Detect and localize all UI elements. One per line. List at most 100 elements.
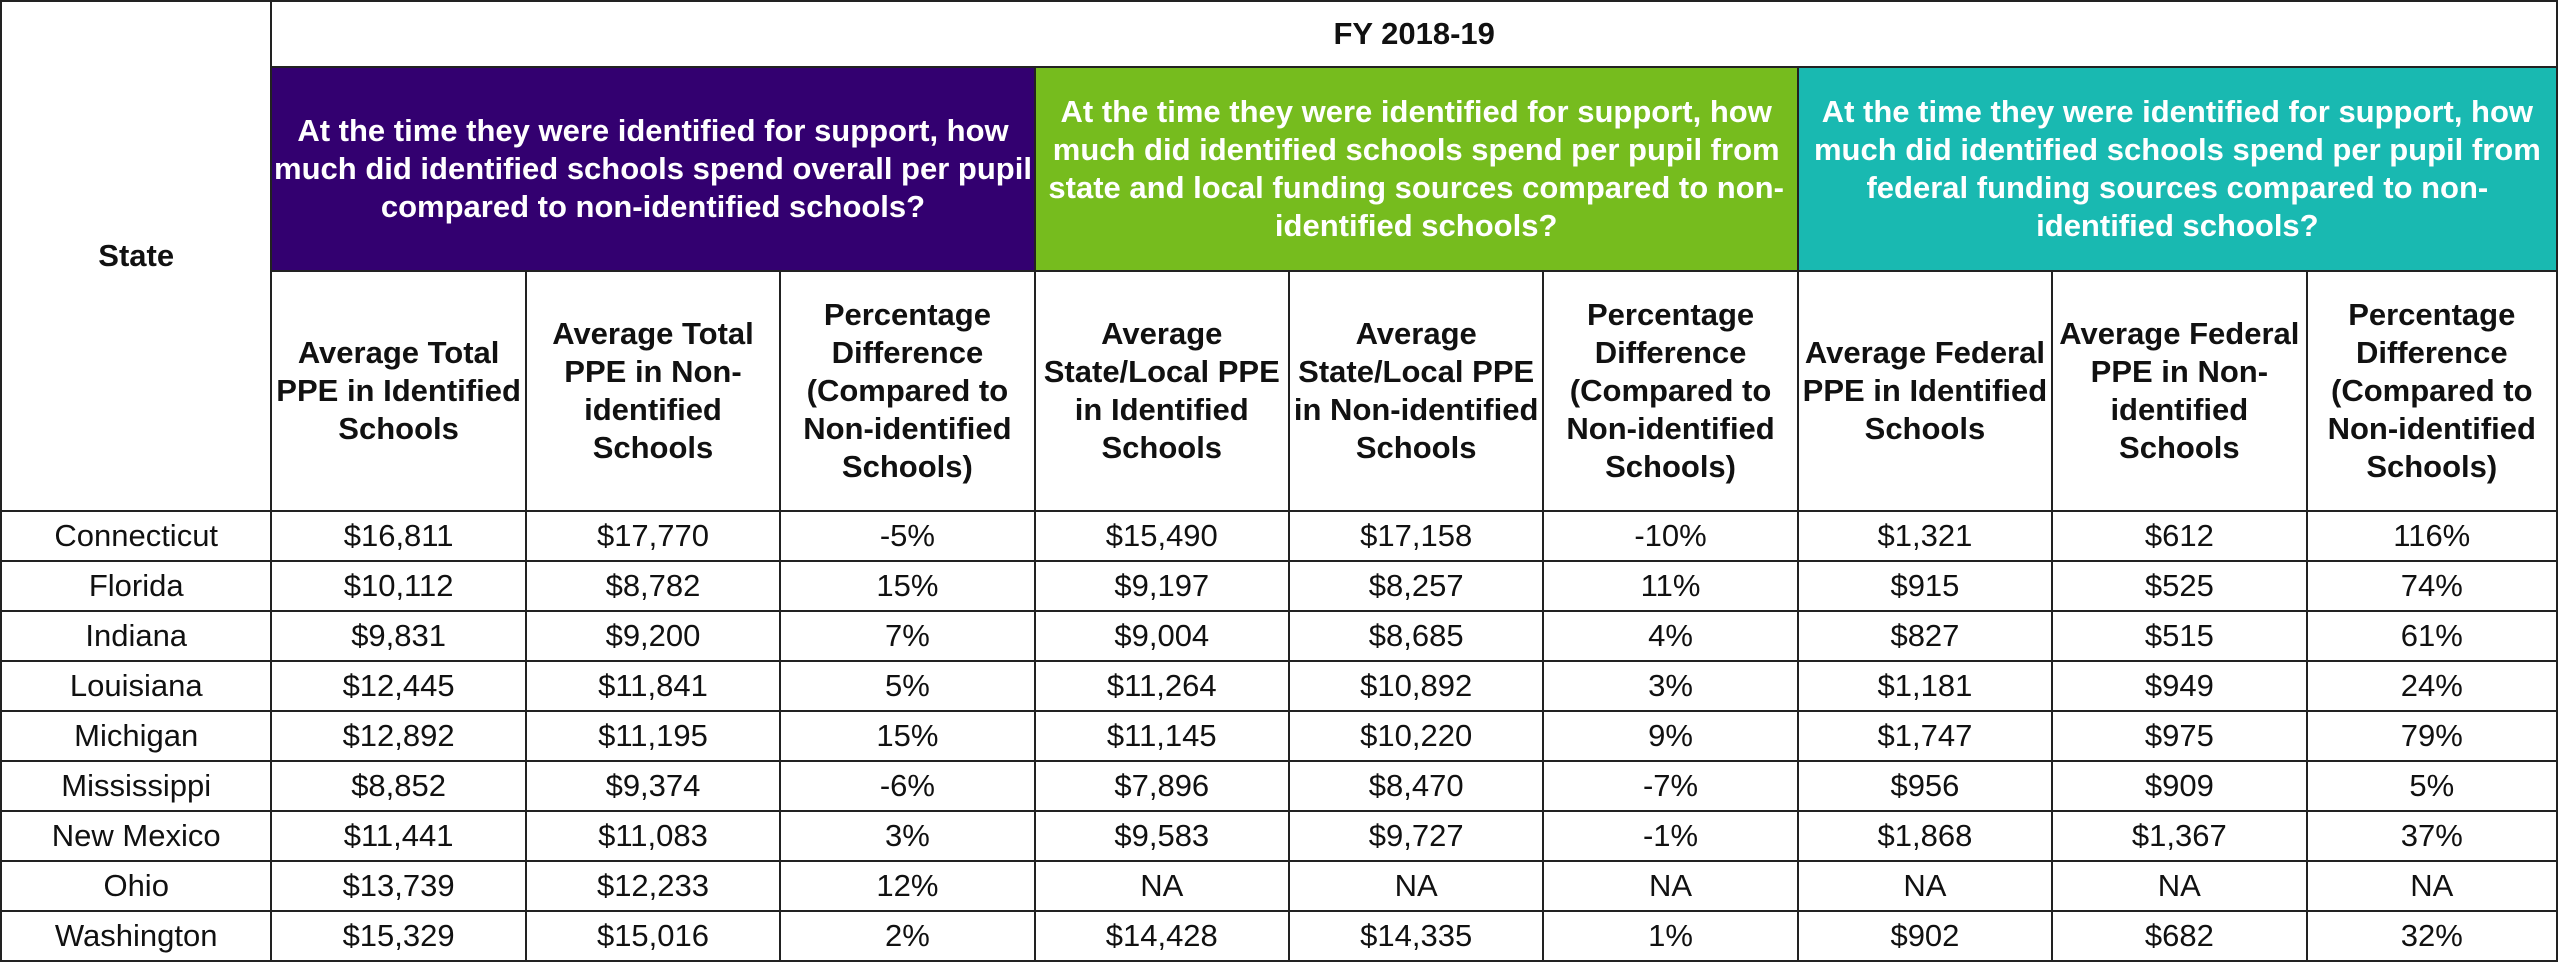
table-cell: $9,197 — [1033, 560, 1290, 612]
table-cell: $682 — [2051, 910, 2308, 962]
state-name: Louisiana — [0, 660, 273, 712]
table-cell: $525 — [2051, 560, 2308, 612]
table-row: Washington $15,329 $15,016 2% $14,428 $1… — [0, 910, 2559, 962]
table-cell: $10,892 — [1287, 660, 1545, 712]
table-cell: 15% — [779, 560, 1036, 612]
table-cell: $8,852 — [270, 760, 527, 812]
state-name: Indiana — [0, 610, 273, 662]
table-cell: 24% — [2305, 660, 2559, 712]
table-cell: $10,112 — [270, 560, 527, 612]
table-cell: 2% — [779, 910, 1036, 962]
question-federal-spending: At the time they were identified for sup… — [1796, 66, 2559, 272]
table-cell: NA — [1033, 860, 1290, 912]
table-cell: $8,257 — [1287, 560, 1545, 612]
table-cell: $9,583 — [1033, 810, 1290, 862]
table-cell: $7,896 — [1033, 760, 1290, 812]
table-cell: -1% — [1542, 810, 1799, 862]
column-header-federal-non-identified: Average Federal PPE in Non-identified Sc… — [2051, 270, 2308, 512]
table-cell: 116% — [2305, 510, 2559, 562]
table-cell: $915 — [1796, 560, 2054, 612]
table-cell: $12,445 — [270, 660, 527, 712]
table-cell: 15% — [779, 710, 1036, 762]
table-cell: $14,428 — [1033, 910, 1290, 962]
question-header-row: At the time they were identified for sup… — [1, 66, 2559, 272]
question-state-local-spending: At the time they were identified for sup… — [1033, 66, 1799, 272]
table-cell: $949 — [2051, 660, 2308, 712]
table-cell: 3% — [1542, 660, 1799, 712]
fiscal-year-header: FY 2018-19 — [270, 0, 2558, 68]
table-cell: $16,811 — [270, 510, 527, 562]
state-name: Mississippi — [0, 760, 273, 812]
table-cell: NA — [1542, 860, 1799, 912]
state-name: Michigan — [0, 710, 273, 762]
table-cell: $11,841 — [524, 660, 782, 712]
state-column-header: State — [0, 0, 273, 512]
table-cell: -6% — [779, 760, 1036, 812]
table-cell: 61% — [2305, 610, 2559, 662]
state-name: Florida — [0, 560, 273, 612]
table-cell: $9,831 — [270, 610, 527, 662]
fy-header-row: State FY 2018-19 — [0, 0, 2558, 512]
table-cell: $515 — [2051, 610, 2308, 662]
table-cell: $11,145 — [1033, 710, 1290, 762]
table-row: Indiana $9,831 $9,200 7% $9,004 $8,685 4… — [0, 610, 2559, 662]
table-cell: NA — [2305, 860, 2559, 912]
table-cell: 11% — [1542, 560, 1799, 612]
table-cell: $975 — [2051, 710, 2308, 762]
table-cell: $11,441 — [270, 810, 527, 862]
table-cell: NA — [1796, 860, 2054, 912]
table-cell: $827 — [1796, 610, 2054, 662]
table-cell: $1,367 — [2051, 810, 2308, 862]
table-cell: $15,490 — [1033, 510, 1290, 562]
table-cell: $9,004 — [1033, 610, 1290, 662]
table-header: State FY 2018-19 At the time they were i… — [0, 0, 2559, 512]
state-name: Connecticut — [0, 510, 273, 562]
table-cell: -10% — [1542, 510, 1799, 562]
table-row: Ohio $13,739 $12,233 12% NA NA NA NA NA … — [0, 860, 2559, 912]
table-cell: $902 — [1796, 910, 2054, 962]
table-cell: $15,329 — [270, 910, 527, 962]
table-cell: $12,233 — [524, 860, 782, 912]
table-cell: $11,083 — [524, 810, 782, 862]
table-cell: $909 — [2051, 760, 2308, 812]
table-cell: $15,016 — [524, 910, 782, 962]
table-cell: 37% — [2305, 810, 2559, 862]
column-header-row: Average Total PPE in Identified Schools … — [1, 270, 2559, 512]
table-cell: 32% — [2305, 910, 2559, 962]
table-cell: $1,181 — [1796, 660, 2054, 712]
table-cell: $11,195 — [524, 710, 782, 762]
table-cell: 5% — [779, 660, 1036, 712]
column-header-federal-identified: Average Federal PPE in Identified School… — [1796, 270, 2054, 512]
table-cell: NA — [1287, 860, 1545, 912]
column-header-state-local-identified: Average State/Local PPE in Identified Sc… — [1033, 270, 1290, 512]
table-cell: 1% — [1542, 910, 1799, 962]
column-header-total-percent-diff: Percentage Difference (Compared to Non-i… — [779, 270, 1036, 512]
table-cell: $1,747 — [1796, 710, 2054, 762]
table-row: New Mexico $11,441 $11,083 3% $9,583 $9,… — [0, 810, 2559, 862]
state-name: Ohio — [0, 860, 273, 912]
table-cell: $11,264 — [1033, 660, 1290, 712]
table-cell: $956 — [1796, 760, 2054, 812]
table-cell: $10,220 — [1287, 710, 1545, 762]
table-body: Connecticut $16,811 $17,770 -5% $15,490 … — [0, 510, 2559, 962]
table-cell: 5% — [2305, 760, 2559, 812]
table-cell: 3% — [779, 810, 1036, 862]
table-cell: $1,868 — [1796, 810, 2054, 862]
table-cell: 74% — [2305, 560, 2559, 612]
table-cell: $13,739 — [270, 860, 527, 912]
table-cell: -7% — [1542, 760, 1799, 812]
table-cell: $14,335 — [1287, 910, 1545, 962]
table-cell: $17,158 — [1287, 510, 1545, 562]
table-row: Connecticut $16,811 $17,770 -5% $15,490 … — [0, 510, 2559, 562]
table-row: Michigan $12,892 $11,195 15% $11,145 $10… — [0, 710, 2559, 762]
table-cell: 79% — [2305, 710, 2559, 762]
table-cell: 7% — [779, 610, 1036, 662]
question-overall-spending: At the time they were identified for sup… — [270, 66, 1036, 272]
state-name: New Mexico — [0, 810, 273, 862]
table-row: Mississippi $8,852 $9,374 -6% $7,896 $8,… — [0, 760, 2559, 812]
table-row: Florida $10,112 $8,782 15% $9,197 $8,257… — [0, 560, 2559, 612]
table-cell: $8,685 — [1287, 610, 1545, 662]
table-cell: NA — [2051, 860, 2308, 912]
table-cell: $17,770 — [524, 510, 782, 562]
table-cell: $8,470 — [1287, 760, 1545, 812]
